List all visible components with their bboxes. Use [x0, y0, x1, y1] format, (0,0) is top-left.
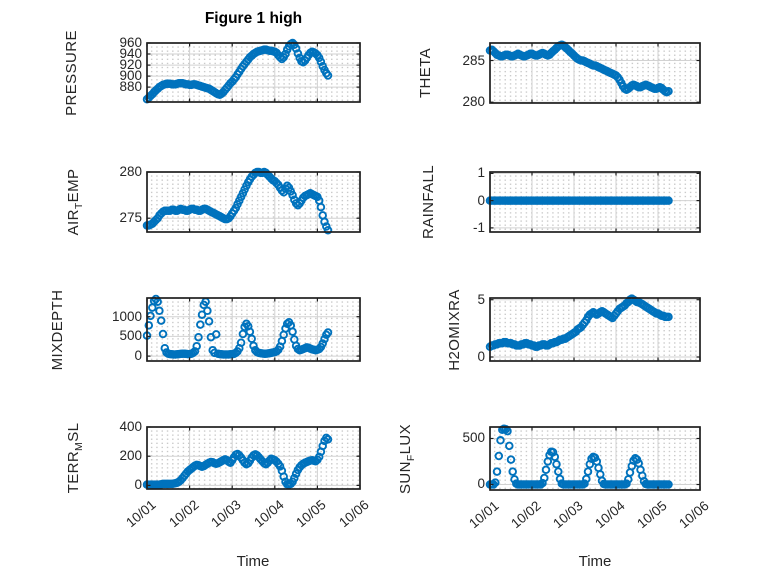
y-tick-label-terr-msl: 400: [119, 419, 142, 434]
plot-canvas-h2omixra: [485, 294, 701, 362]
y-tick-label-pressure: 880: [119, 79, 142, 95]
x-axis-label-right: Time: [578, 553, 612, 570]
plot-area-sun-flux: [485, 424, 701, 491]
plot-canvas-sun-flux: [485, 424, 701, 491]
y-tick-label-theta: 285: [462, 52, 485, 68]
y-tick-label-mixdepth: 1000: [111, 308, 142, 324]
y-tick-label-sun-flux: 0: [477, 476, 485, 492]
subplot-air-temp: AIRTEMP 275 280: [65, 165, 361, 235]
y-tick-label-air-temp: 275: [119, 210, 142, 226]
y-tick-label-sun-flux: 500: [462, 430, 485, 446]
y-label-text: MIXDEPTH: [49, 289, 66, 370]
subplot-pressure: PRESSURE 880 900 920 940 960: [63, 30, 361, 115]
y-axis-label-air-temp: AIRTEMP: [65, 169, 85, 236]
subplot-rainfall: RAINFALL -1 0 1: [420, 165, 701, 239]
y-tick-label-pressure: 900: [119, 68, 142, 84]
subplot-sun-flux: SUNFLUX 0 500 10/01 10/02 10/03 10/04 10/05 10/…: [397, 423, 712, 531]
y-tick-label-h2omixra: 0: [477, 348, 485, 364]
subplot-mixdepth: MIXDEPTH 0 500 1000: [49, 289, 361, 370]
y-label-text: AIR: [65, 209, 82, 236]
y-label-subscript: F: [405, 453, 417, 461]
plot-area-h2omixra: [485, 294, 701, 362]
y-label-text: RAINFALL: [420, 164, 437, 240]
y-label-text: LUX: [397, 423, 414, 454]
figure-title: Figure 1 high: [204, 10, 303, 27]
y-tick-label-pressure: 920: [119, 57, 142, 73]
plot-area-theta: [485, 40, 701, 104]
y-tick-label-mixdepth: 500: [119, 328, 142, 344]
plot-canvas-pressure: [142, 38, 361, 104]
y-tick-label-rainfall: 0: [477, 192, 485, 208]
y-tick-label-air-temp: 280: [119, 164, 142, 179]
y-axis-label-terr-msl: TERRMSL: [65, 423, 85, 494]
y-tick-label-terr-msl: 200: [119, 448, 142, 464]
subplot-terr-msl: TERRMSL 0 200 400 10/01 10/02 10/03 10/04 10/05…: [65, 420, 372, 531]
y-label-text: SL: [65, 422, 82, 442]
y-tick-label-pressure: 940: [119, 46, 142, 62]
plot-canvas-terr-msl: [142, 426, 361, 490]
plot-canvas-rainfall: [485, 171, 701, 233]
plot-area-air-temp: [142, 167, 361, 235]
plot-canvas-theta: [485, 40, 701, 104]
y-tick-label-rainfall: 1: [477, 165, 485, 181]
y-label-subscript: M: [73, 441, 85, 451]
y-axis-label-sun-flux: SUNFLUX: [397, 423, 417, 493]
plot-area-terr-msl: [142, 426, 361, 490]
y-tick-label-theta: 280: [462, 94, 485, 110]
y-tick-label-mixdepth: 0: [134, 348, 142, 364]
y-axis-label-mixdepth: MIXDEPTH: [49, 289, 69, 370]
y-label-text: TERR: [65, 450, 82, 494]
y-tick-label-h2omixra: 5: [477, 291, 485, 307]
plot-area-rainfall: [485, 171, 701, 233]
y-label-text: PRESSURE: [63, 29, 80, 116]
plot-area-mixdepth: [142, 294, 361, 362]
plot-area-pressure: [142, 38, 361, 104]
y-tick-label-pressure: 960: [119, 35, 142, 50]
y-label-text: SUN: [397, 460, 414, 494]
subplot-theta: THETA 280 285: [417, 40, 701, 109]
plot-canvas-air-temp: [142, 167, 361, 235]
y-tick-label-terr-msl: 0: [134, 477, 142, 493]
plot-canvas-mixdepth: [142, 294, 361, 362]
y-axis-label-theta: THETA: [417, 48, 437, 98]
y-tick-label-rainfall: -1: [472, 219, 485, 235]
y-label-subscript: T: [73, 202, 85, 210]
y-label-text: THETA: [417, 47, 434, 99]
y-label-text: EMP: [65, 168, 82, 203]
y-axis-label-pressure: PRESSURE: [63, 30, 83, 116]
x-axis-label-left: Time: [236, 553, 270, 570]
